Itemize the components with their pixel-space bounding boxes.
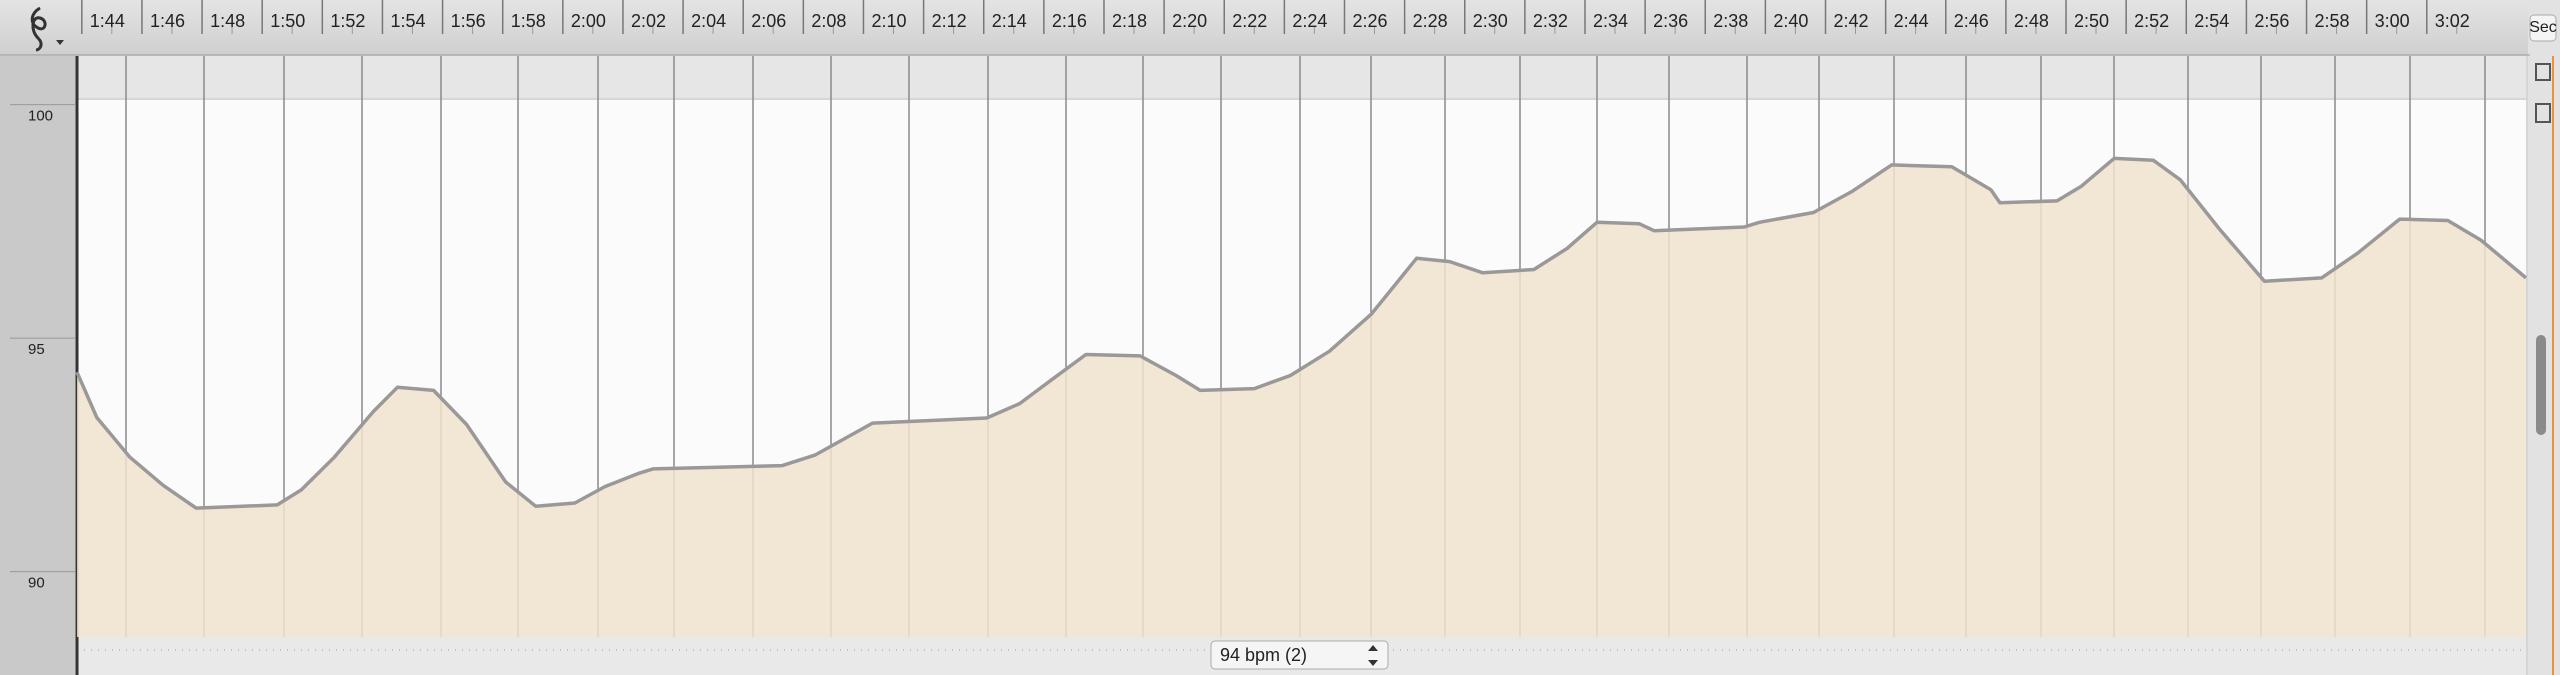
x-tick-label: 2:04 [691,11,726,31]
plot: 1:44 1:46 1:48 1:50 1:52 1:54 1:56 1:58 2:00 2:02… [0,0,2530,637]
x-tick-label: 3:02 [2435,11,2470,31]
x-tick-label: 2:36 [1653,11,1688,31]
x-tick-label: 2:06 [751,11,786,31]
sharp-icon[interactable] [2535,63,2551,81]
x-tick-label: 2:28 [1413,11,1448,31]
x-tick-label: 2:24 [1292,11,1327,31]
y-tick-label: 90 [28,575,45,592]
x-tick-label: 2:32 [1533,11,1568,31]
x-tick-label: 2:16 [1052,11,1087,31]
x-tick-label: 1:44 [90,11,125,31]
x-tick-label: 2:22 [1232,11,1267,31]
x-tick-label: 2:08 [811,11,846,31]
x-tick-label: 2:58 [2315,11,2350,31]
area-fill [77,158,2526,637]
x-tick-label: 2:02 [631,11,666,31]
x-tick-label: 2:56 [2254,11,2289,31]
y-tick-label: 100 [28,108,53,125]
x-tick-label: 2:54 [2194,11,2229,31]
tempo-line [75,156,2528,510]
time-ruler [0,0,2530,55]
x-tick-label: 2:14 [992,11,1027,31]
x-tick-label: 2:10 [871,11,906,31]
x-tick-label: 2:00 [571,11,606,31]
x-tick-label: 1:52 [330,11,365,31]
clef-icon[interactable] [30,6,47,52]
scroll-thumb[interactable] [2536,335,2546,435]
x-tick-label: 2:30 [1473,11,1508,31]
x-tick-label: 1:58 [511,11,546,31]
y-tick-label: 95 [28,341,45,358]
x-tick-label: 3:00 [2375,11,2410,31]
clef-dropdown[interactable] [56,40,64,45]
tempo-dropdown[interactable] [1210,640,1389,670]
x-tick-label: 2:44 [1894,11,1929,31]
bar-row [77,56,2526,98]
ruler-unit[interactable]: Sec [2529,19,2557,36]
x-tick-label: 2:38 [1713,11,1748,31]
x-tick-label: 2:48 [2014,11,2049,31]
x-tick-label: 2:40 [1773,11,1808,31]
x-tick-label: 2:18 [1112,11,1147,31]
x-tick-label: 2:42 [1834,11,1869,31]
dropdown-arrows[interactable] [1368,645,1378,666]
note-icon[interactable] [2535,103,2551,123]
x-tick-label: 1:54 [390,11,425,31]
tempo-selector[interactable]: 94 bpm (2) [1220,645,1307,665]
x-tick-label: 2:52 [2134,11,2169,31]
x-tick-label: 2:12 [932,11,967,31]
x-tick-label: 1:50 [270,11,305,31]
x-tick-label: 2:46 [1954,11,1989,31]
x-tick-label: 2:34 [1593,11,1628,31]
x-tick-label: 2:26 [1352,11,1387,31]
unit-button[interactable] [2529,14,2557,42]
x-tick-label: 2:50 [2074,11,2109,31]
x-tick-label: 1:46 [150,11,185,31]
x-tick-label: 1:56 [451,11,486,31]
x-tick-label: 1:48 [210,11,245,31]
x-tick-label: 2:20 [1172,11,1207,31]
